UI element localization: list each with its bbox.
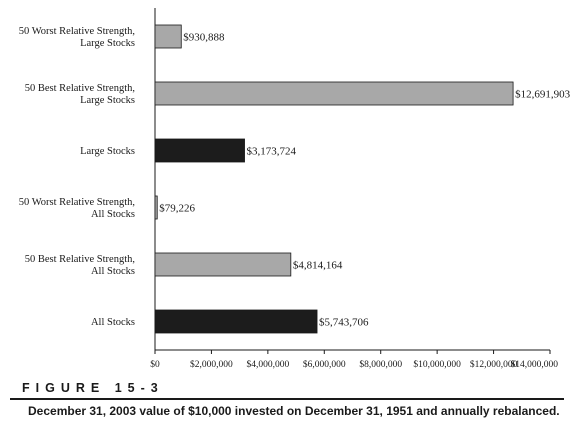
x-tick-label: $10,000,000 bbox=[413, 359, 461, 370]
x-axis-ticks: $0 $2,000,000 $4,000,000 $6,000,000 $8,000,0… bbox=[150, 350, 558, 370]
plot-frame bbox=[154, 8, 550, 351]
category-label: 50 Worst Relative Strength, bbox=[19, 197, 135, 208]
figure-label: FIGURE 15-3 bbox=[22, 381, 164, 395]
value-label: $3,173,724 bbox=[247, 146, 297, 158]
category-label: 50 Worst Relative Strength, bbox=[19, 26, 135, 37]
bar-chart: 50 Worst Relative Strength,Large Stocks5… bbox=[19, 8, 571, 370]
bar bbox=[154, 24, 182, 49]
category-label: All Stocks bbox=[91, 317, 135, 328]
x-tick-label: $2,000,000 bbox=[190, 359, 233, 370]
x-tick-label: $6,000,000 bbox=[303, 359, 346, 370]
value-label: $930,888 bbox=[183, 32, 225, 44]
figure-caption: December 31, 2003 value of $10,000 inves… bbox=[28, 404, 560, 418]
category-label: 50 Best Relative Strength, bbox=[25, 83, 135, 94]
bar bbox=[154, 138, 245, 163]
x-tick-label: $0 bbox=[150, 359, 160, 370]
value-label: $79,226 bbox=[159, 203, 195, 215]
category-labels: 50 Worst Relative Strength,Large Stocks5… bbox=[19, 26, 135, 328]
value-labels: $930,888 $12,691,903 $3,173,724 $79,226 $4,8… bbox=[159, 32, 570, 329]
bar bbox=[154, 252, 292, 277]
x-tick-label: $12,000,000 bbox=[470, 359, 518, 370]
bar bbox=[154, 195, 158, 220]
value-label: $12,691,903 bbox=[515, 89, 571, 101]
bar bbox=[154, 309, 318, 334]
figure-rule bbox=[10, 398, 564, 400]
category-label: Large Stocks bbox=[80, 146, 135, 157]
value-label: $5,743,706 bbox=[319, 317, 369, 329]
x-tick-label: $14,000,000 bbox=[511, 359, 559, 370]
bar bbox=[154, 81, 514, 106]
x-tick-label: $4,000,000 bbox=[246, 359, 289, 370]
category-label: All Stocks bbox=[91, 266, 135, 277]
x-tick-label: $8,000,000 bbox=[359, 359, 402, 370]
category-label: Large Stocks bbox=[80, 38, 135, 49]
value-label: $4,814,164 bbox=[293, 260, 343, 272]
category-label: 50 Best Relative Strength, bbox=[25, 254, 135, 265]
category-label: All Stocks bbox=[91, 209, 135, 220]
bars bbox=[154, 24, 514, 334]
category-label: Large Stocks bbox=[80, 95, 135, 106]
